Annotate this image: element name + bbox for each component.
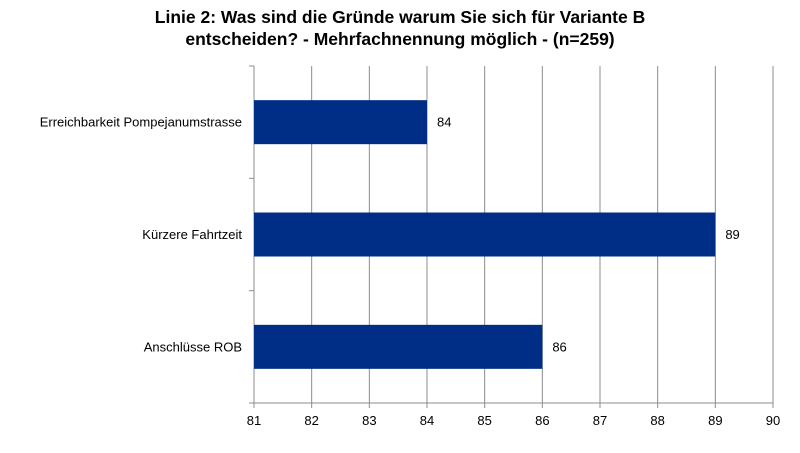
chart-title: Linie 2: Was sind die Gründe warum Sie s… [0, 6, 800, 50]
chart-title-line-2: entscheiden? - Mehrfachnennung möglich -… [185, 29, 615, 49]
bar-2 [254, 212, 716, 257]
x-tick-label-89: 89 [708, 413, 722, 428]
data-label-3: 86 [552, 339, 566, 354]
category-label-3: Anschlüsse ROB [144, 339, 242, 354]
bars [254, 100, 716, 369]
bar-1 [254, 100, 427, 145]
x-tick-label-82: 82 [304, 413, 318, 428]
x-tick-label-81: 81 [247, 413, 261, 428]
category-label-1: Erreichbarkeit Pompejanumstrasse [40, 115, 242, 130]
data-label-1: 84 [437, 115, 451, 130]
labels: 81 82 83 84 85 86 87 88 89 90 Erreichbarkeit Pompe… [40, 115, 781, 428]
chart-title-line-1: Linie 2: Was sind die Gründe warum Sie s… [154, 7, 646, 27]
x-tick-label-84: 84 [420, 413, 434, 428]
x-tick-label-87: 87 [593, 413, 607, 428]
data-label-2: 89 [725, 227, 739, 242]
bar-3 [254, 324, 543, 369]
x-tick-label-85: 85 [477, 413, 491, 428]
category-label-2: Kürzere Fahrtzeit [142, 227, 242, 242]
x-tick-label-83: 83 [362, 413, 376, 428]
x-tick-label-88: 88 [650, 413, 664, 428]
x-tick-label-86: 86 [535, 413, 549, 428]
x-tick-label-90: 90 [766, 413, 780, 428]
